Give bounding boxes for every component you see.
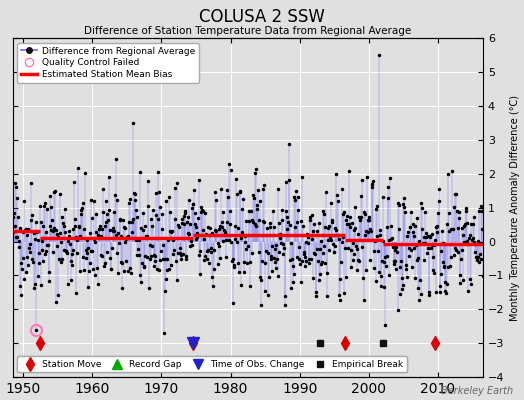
Text: COLUSA 2 SSW: COLUSA 2 SSW xyxy=(199,8,325,26)
Title: Difference of Station Temperature Data from Regional Average: Difference of Station Temperature Data f… xyxy=(84,26,411,36)
Y-axis label: Monthly Temperature Anomaly Difference (°C): Monthly Temperature Anomaly Difference (… xyxy=(510,95,520,321)
Legend: Station Move, Record Gap, Time of Obs. Change, Empirical Break: Station Move, Record Gap, Time of Obs. C… xyxy=(17,356,407,372)
Text: Berkeley Earth: Berkeley Earth xyxy=(441,386,514,396)
